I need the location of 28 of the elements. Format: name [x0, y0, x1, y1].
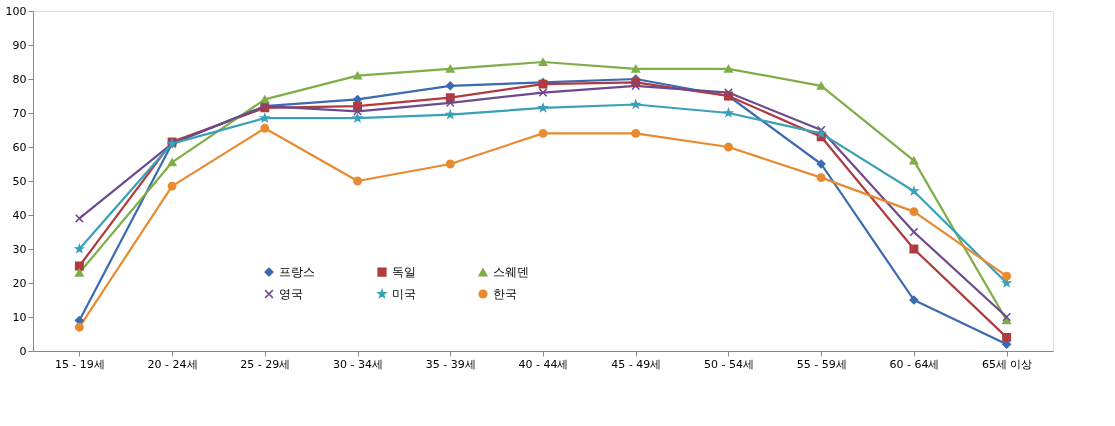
- x-tick-label: 40 - 44세: [518, 357, 569, 371]
- y-tick-label: 20: [12, 276, 27, 290]
- y-tick-label: 80: [12, 72, 27, 86]
- y-tick-label: 40: [12, 208, 27, 222]
- legend-label: 스웨덴: [493, 265, 529, 280]
- y-tick-label: 0: [19, 344, 27, 358]
- x-tick-label: 25 - 29세: [240, 357, 291, 371]
- x-tick-label: 55 - 59세: [796, 357, 847, 371]
- y-tick-label: 100: [5, 4, 27, 18]
- x-tick-label: 35 - 39세: [425, 357, 476, 371]
- x-tick-label: 60 - 64세: [889, 357, 940, 371]
- y-tick-label: 70: [12, 106, 27, 120]
- y-tick-label: 50: [12, 174, 27, 188]
- x-tick-label: 65세 이상: [981, 357, 1033, 371]
- legend-label: 영국: [279, 287, 303, 301]
- y-tick-label: 10: [12, 310, 27, 324]
- x-tick-label: 45 - 49세: [611, 357, 662, 371]
- legend-label: 한국: [493, 287, 517, 301]
- x-tick-label: 20 - 24세: [147, 357, 198, 371]
- y-tick-label: 60: [12, 140, 27, 154]
- y-tick-label: 90: [12, 38, 27, 52]
- x-tick-label: 50 - 54세: [703, 357, 754, 371]
- x-tick-label: 30 - 34세: [333, 357, 384, 371]
- legend-label: 프랑스: [279, 265, 315, 280]
- x-tick-label: 15 - 19세: [54, 357, 105, 371]
- y-tick-label: 30: [12, 242, 27, 256]
- legend-label: 독일: [392, 265, 416, 280]
- legend-label: 미국: [392, 287, 416, 301]
